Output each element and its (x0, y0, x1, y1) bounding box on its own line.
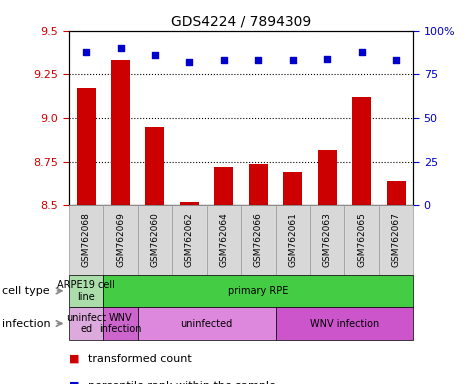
Point (117, 45, 124, 51)
Point (289, 57, 296, 63)
Point (392, 57, 400, 63)
Bar (249, 164, 268, 205)
Bar (318, 149, 337, 205)
Text: ■: ■ (69, 381, 79, 384)
Point (323, 56, 331, 62)
Text: uninfected: uninfected (180, 318, 233, 329)
Bar (111, 60, 130, 205)
Point (186, 59, 193, 65)
Text: GSM762062: GSM762062 (185, 213, 194, 267)
Text: transformed count: transformed count (88, 354, 191, 364)
Text: infection: infection (2, 318, 51, 329)
Bar (145, 127, 164, 205)
Bar (214, 167, 233, 205)
Text: GSM762065: GSM762065 (357, 213, 366, 267)
Text: GSM762067: GSM762067 (391, 213, 400, 267)
Point (82, 49, 90, 55)
Title: GDS4224 / 7894309: GDS4224 / 7894309 (171, 14, 311, 28)
Text: GSM762060: GSM762060 (151, 213, 160, 267)
Text: percentile rank within the sample: percentile rank within the sample (88, 381, 276, 384)
Point (220, 57, 228, 63)
Text: WNV infection: WNV infection (310, 318, 379, 329)
Bar (387, 181, 406, 205)
Bar (352, 97, 371, 205)
Text: GSM762068: GSM762068 (82, 213, 91, 267)
Text: primary RPE: primary RPE (228, 286, 288, 296)
Text: GSM762061: GSM762061 (288, 213, 297, 267)
Bar (76, 88, 95, 205)
Text: GSM762064: GSM762064 (219, 213, 228, 267)
Text: cell type: cell type (2, 286, 50, 296)
Point (151, 52, 159, 58)
Text: ■: ■ (69, 354, 79, 364)
Text: ARPE19 cell
line: ARPE19 cell line (57, 280, 115, 302)
Text: WNV
infection: WNV infection (99, 313, 142, 334)
Text: GSM762063: GSM762063 (323, 213, 332, 267)
Text: GSM762066: GSM762066 (254, 213, 263, 267)
Bar (283, 172, 302, 205)
Point (255, 57, 262, 63)
Text: GSM762069: GSM762069 (116, 213, 125, 267)
Point (358, 49, 365, 55)
Bar (180, 202, 199, 205)
Text: uninfect
ed: uninfect ed (66, 313, 106, 334)
